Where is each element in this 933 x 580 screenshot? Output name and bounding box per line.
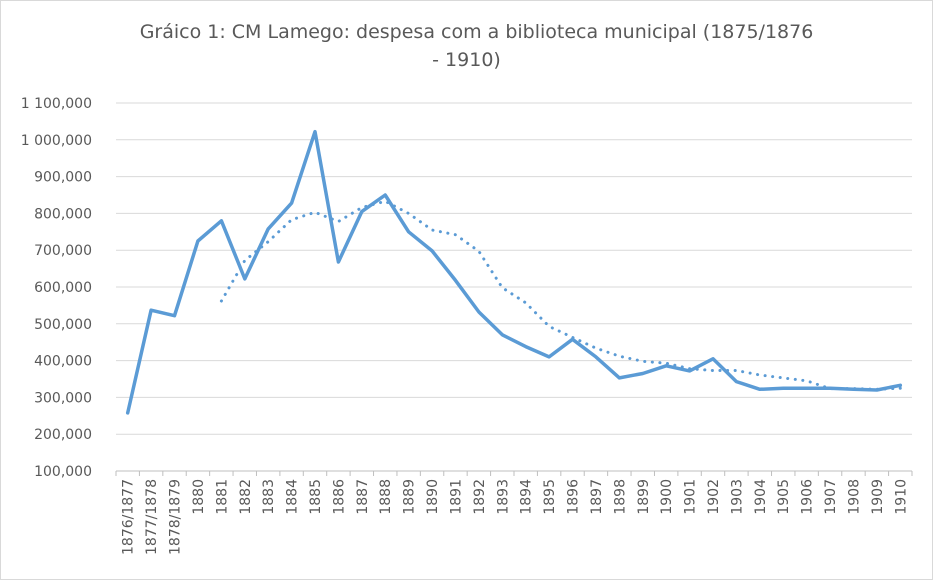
y-tick-label: 1 000,000 xyxy=(21,133,92,149)
x-tick-label: 1876/1877 xyxy=(121,479,137,555)
series-line xyxy=(125,129,903,415)
x-tick-label: 1882 xyxy=(238,479,254,515)
x-tick-label: 1887 xyxy=(355,479,371,515)
x-tick-label: 1910 xyxy=(893,479,909,515)
x-tick-label: 1885 xyxy=(308,479,324,515)
y-tick-label: 800,000 xyxy=(34,206,92,222)
x-tick-label: 1903 xyxy=(729,479,745,515)
series-group xyxy=(125,129,903,415)
y-tick-label: 1 100,000 xyxy=(21,96,92,112)
gridlines xyxy=(116,102,912,472)
y-tick-label: 400,000 xyxy=(34,354,92,370)
y-tick-label: 200,000 xyxy=(34,427,92,443)
x-tick-label: 1902 xyxy=(706,479,722,515)
x-axis: 1876/1877 1877/1878 1878/1879 1880 1881 1882 1… xyxy=(115,470,913,555)
x-tick-label: 1894 xyxy=(519,479,535,515)
y-tick-label: 700,000 xyxy=(34,243,92,259)
x-tick-label: 1898 xyxy=(612,479,628,515)
x-tick-label: 1888 xyxy=(378,479,394,515)
x-tick-label: 1880 xyxy=(191,479,207,515)
y-tick-label: 500,000 xyxy=(34,317,92,333)
x-tick-label: 1906 xyxy=(800,479,816,515)
x-tick-label: 1886 xyxy=(331,479,347,515)
x-tick-label: 1899 xyxy=(636,479,652,515)
x-tick-label: 1896 xyxy=(566,479,582,515)
chart-title-line-1: Gráico 1: CM Lamego: despesa com a bibli… xyxy=(139,21,814,43)
x-tick-label: 1893 xyxy=(495,479,511,515)
x-tick-label: 1907 xyxy=(823,479,839,515)
y-tick-label: 100,000 xyxy=(34,464,92,480)
chart-title: Gráico 1: CM Lamego: despesa com a bibli… xyxy=(0,18,933,74)
x-tick-label: 1890 xyxy=(425,479,441,515)
x-tick-label: 1908 xyxy=(846,479,862,515)
chart-title-line-2: - 1910) xyxy=(432,49,501,71)
x-tick-label: 1884 xyxy=(285,479,301,515)
x-tick-label: 1881 xyxy=(214,479,230,515)
x-tick-label: 1909 xyxy=(870,479,886,515)
x-tick-label: 1889 xyxy=(402,479,418,515)
x-tick-label: 1901 xyxy=(683,479,699,515)
trendline-series-line xyxy=(219,199,902,391)
x-tick-label: 1892 xyxy=(472,479,488,515)
y-tick-label: 300,000 xyxy=(34,390,92,406)
x-tick-label: 1900 xyxy=(659,479,675,515)
x-tick-label: 1904 xyxy=(753,479,769,515)
x-tick-label: 1905 xyxy=(776,479,792,515)
y-tick-label: 600,000 xyxy=(34,280,92,296)
y-axis: 100,000 200,000 300,000 400,000 500,000 600,0… xyxy=(21,96,92,480)
x-tick-label: 1895 xyxy=(542,479,558,515)
x-tick-label: 1883 xyxy=(261,479,277,515)
x-tick-label: 1891 xyxy=(448,479,464,515)
x-tick-label: 1897 xyxy=(589,479,605,515)
x-tick-label: 1878/1879 xyxy=(168,479,184,555)
x-tick-label: 1877/1878 xyxy=(144,479,160,555)
y-tick-label: 900,000 xyxy=(34,170,92,186)
